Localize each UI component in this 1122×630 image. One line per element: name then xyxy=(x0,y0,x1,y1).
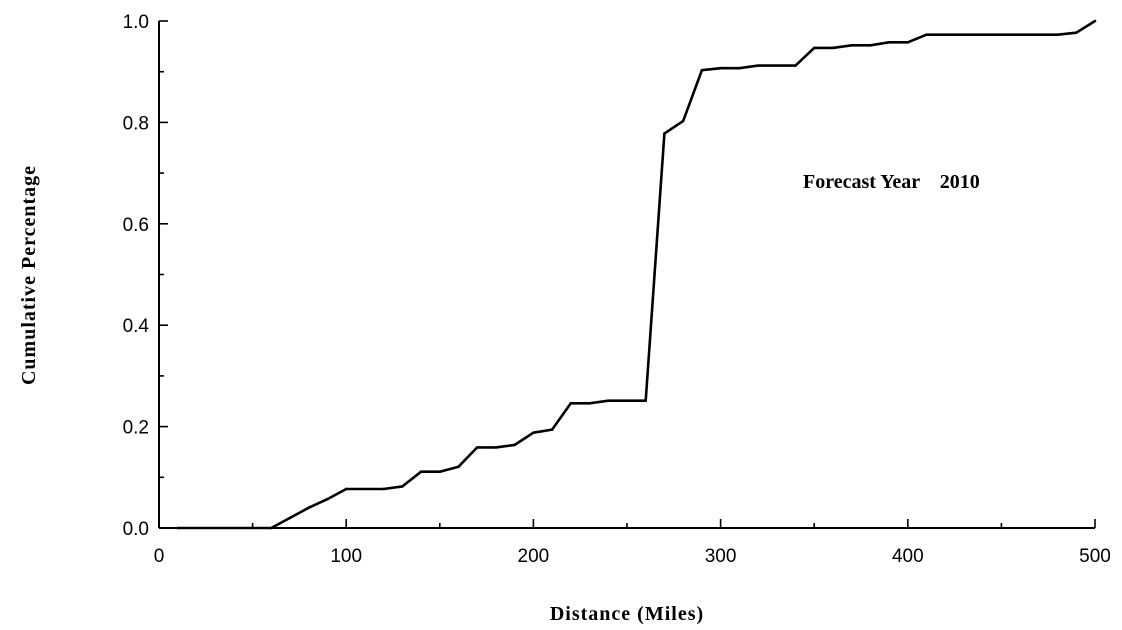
forecast-year-annotation: Forecast Year 2010 xyxy=(803,171,980,193)
data-point xyxy=(719,66,722,70)
x-axis-title: Distance (Miles) xyxy=(550,603,704,625)
data-point xyxy=(288,516,292,520)
x-tick-label: 200 xyxy=(518,546,550,567)
x-tick-label: 500 xyxy=(1079,546,1111,567)
data-point xyxy=(438,470,442,474)
x-tick-label: 400 xyxy=(892,546,924,567)
data-point xyxy=(1056,33,1059,36)
data-point xyxy=(887,40,891,44)
data-point xyxy=(1093,19,1097,23)
y-axis-ticks: 0.0 0.2 0.4 0.6 0.8 1.0 xyxy=(123,12,168,540)
data-point xyxy=(625,399,629,403)
data-point xyxy=(925,33,928,36)
y-tick-label: 1.0 xyxy=(123,12,149,33)
data-point xyxy=(494,446,498,449)
data-point xyxy=(700,68,704,72)
x-tick-label: 0 xyxy=(154,546,165,567)
data-point xyxy=(270,526,273,530)
y-tick-label: 0.4 xyxy=(123,316,150,337)
y-tick-label: 0.8 xyxy=(123,113,149,134)
data-point xyxy=(513,443,516,447)
x-tick-label: 300 xyxy=(705,546,737,567)
data-point xyxy=(869,44,872,47)
data-point xyxy=(326,497,329,501)
data-point xyxy=(831,46,835,50)
data-point xyxy=(738,66,741,70)
data-point xyxy=(812,46,816,50)
x-axis-ticks: 0 100 200 300 400 500 xyxy=(154,519,1111,567)
y-tick-label: 0.6 xyxy=(123,215,149,236)
data-point xyxy=(532,431,535,434)
data-point xyxy=(419,470,423,474)
data-point xyxy=(550,428,554,431)
data-points xyxy=(176,19,1097,530)
data-point xyxy=(644,399,648,403)
data-point xyxy=(606,399,610,403)
data-point xyxy=(344,487,348,491)
data-point xyxy=(382,487,385,491)
data-point xyxy=(756,64,760,67)
data-point xyxy=(176,526,180,530)
data-point xyxy=(457,465,460,468)
data-point xyxy=(906,40,910,44)
cumulative-distribution-line xyxy=(177,19,1096,530)
data-point xyxy=(307,506,311,510)
data-point xyxy=(850,44,853,47)
y-tick-label: 0.2 xyxy=(123,418,149,439)
x-tick-label: 100 xyxy=(330,546,362,567)
data-point xyxy=(794,64,797,67)
data-point xyxy=(401,485,404,488)
data-point xyxy=(475,446,479,449)
y-axis-title: Cumulative Percentage xyxy=(18,165,40,385)
y-tick-label: 0.0 xyxy=(123,519,149,540)
data-point xyxy=(681,119,685,123)
data-point xyxy=(588,401,591,405)
data-point xyxy=(569,401,573,405)
data-point xyxy=(663,132,666,135)
data-point xyxy=(1074,31,1078,34)
